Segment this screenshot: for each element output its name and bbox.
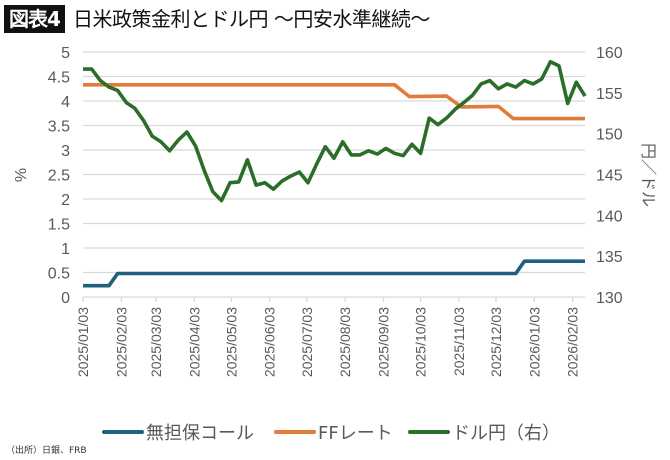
- x-tick-label: 2025/04/03: [186, 307, 202, 377]
- y-left-axis-label: %: [13, 168, 30, 182]
- x-tick-label: 2025/11/03: [451, 307, 467, 376]
- figure-number-badge: 図表4: [4, 5, 65, 33]
- x-tick-label: 2025/07/03: [299, 307, 315, 377]
- x-tick-label: 2025/05/03: [223, 307, 239, 377]
- x-tick-label: 2025/12/03: [488, 307, 504, 377]
- y-left-tick-label: 2.5: [48, 168, 70, 185]
- y-right-tick-label: 140: [596, 208, 623, 225]
- y-left-tick-label: 3.5: [48, 119, 70, 136]
- y-right-tick-label: 160: [596, 45, 623, 62]
- y-left-tick-label: 1: [61, 241, 70, 258]
- x-tick-label: 2025/01/03: [75, 307, 91, 377]
- x-tick-label: 2025/09/03: [375, 307, 391, 377]
- y-left-tick-label: 4.5: [48, 70, 70, 87]
- y-right-tick-label: 145: [596, 168, 623, 185]
- x-tick-label: 2025/08/03: [337, 307, 353, 377]
- y-left-tick-label: 4: [61, 94, 70, 111]
- y-right-tick-label: 130: [596, 290, 623, 307]
- y-left-tick-label: 1.5: [48, 217, 70, 234]
- series-line-0: [83, 259, 585, 288]
- y-left-tick-label: 2: [61, 192, 70, 209]
- series-line-1: [83, 83, 585, 121]
- chart-title: 日米政策金利とドル円 〜円安水準継続〜: [73, 7, 430, 31]
- legend-label: ドル円（右）: [452, 423, 560, 444]
- x-tick-label: 2026/02/03: [565, 307, 581, 377]
- x-tick-label: 2026/01/03: [526, 307, 542, 377]
- x-tick-label: 2025/10/03: [413, 307, 429, 377]
- y-left-tick-label: 0: [61, 290, 70, 307]
- y-left-tick-label: 3: [61, 143, 70, 160]
- legend-label: 無担保コール: [146, 423, 254, 444]
- y-right-tick-label: 150: [596, 127, 623, 144]
- x-tick-label: 2025/02/03: [113, 307, 129, 377]
- x-tick-label: 2025/03/03: [148, 307, 164, 377]
- x-tick-label: 2025/06/03: [262, 307, 278, 377]
- legend-label: FFレート: [318, 423, 393, 444]
- y-left-tick-label: 0.5: [48, 266, 70, 283]
- y-right-axis-label: 円／ドル: [639, 143, 658, 207]
- y-left-tick-label: 5: [61, 45, 70, 62]
- source-note: （出所）日銀、FRB: [6, 446, 87, 456]
- y-right-tick-label: 155: [596, 86, 623, 103]
- y-right-tick-label: 135: [596, 249, 623, 266]
- series-line-2: [83, 60, 587, 203]
